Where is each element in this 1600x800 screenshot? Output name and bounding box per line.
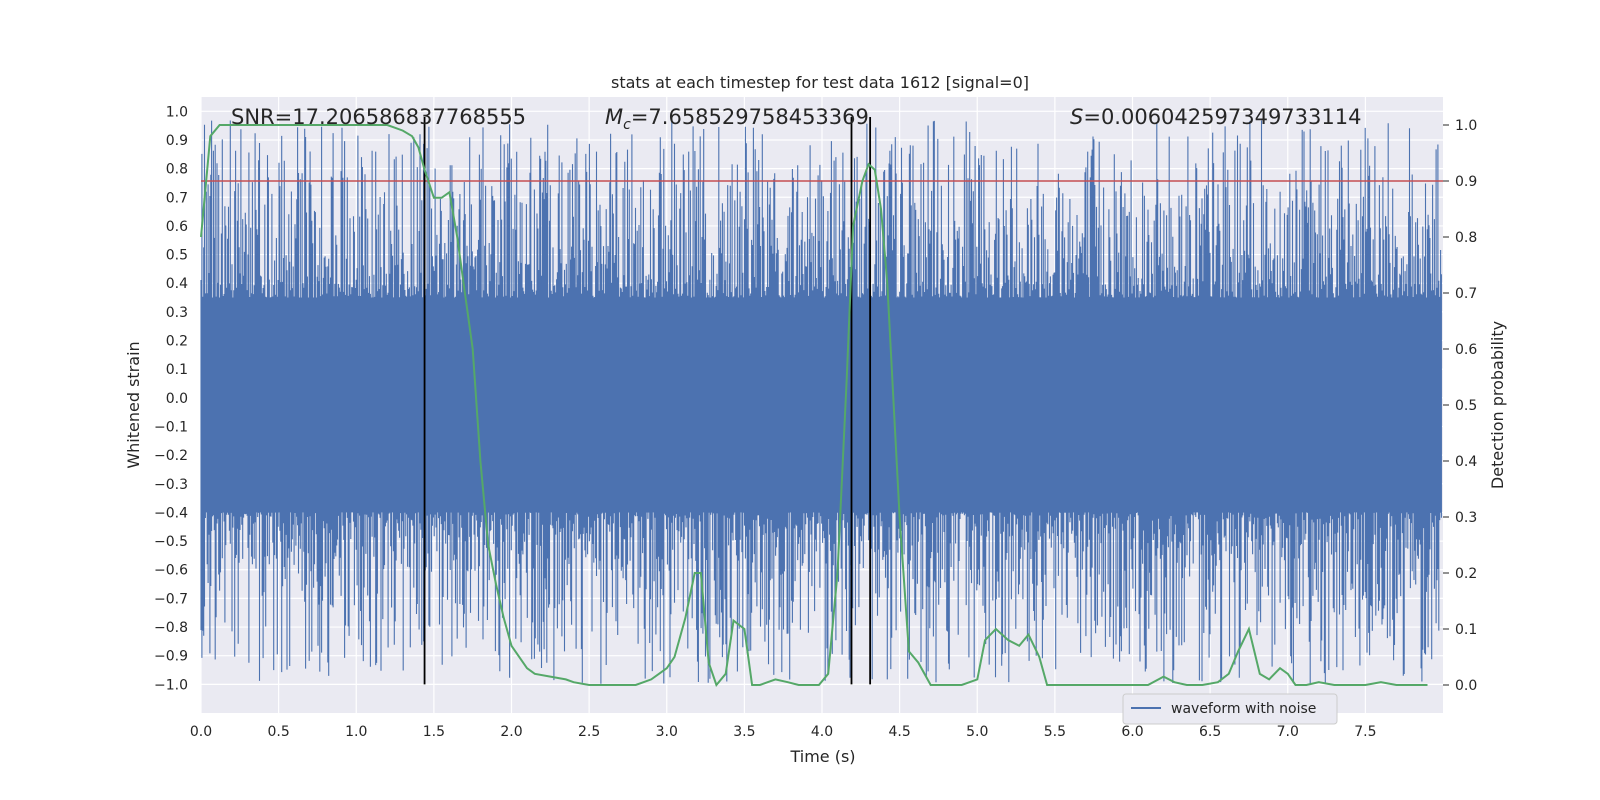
x-tick-label: 3.0 <box>656 724 678 740</box>
x-tick-label: 2.5 <box>578 724 600 740</box>
legend-label: waveform with noise <box>1171 701 1316 717</box>
x-tick-label: 4.5 <box>888 724 910 740</box>
x-tick-label: 4.0 <box>811 724 833 740</box>
chirp-mass-annotation: Mc=7.658529758453369 <box>605 105 869 133</box>
chirp-mass-value: =7.658529758453369 <box>631 105 869 129</box>
s-symbol: S <box>1070 105 1083 129</box>
x-tick-label: 6.0 <box>1121 724 1143 740</box>
x-tick-label: 0.0 <box>190 724 212 740</box>
vertical-markers <box>423 117 872 685</box>
x-tick-label: 5.5 <box>1044 724 1066 740</box>
x-tick-labels: 0.0 0.5 1.0 1.5 2.0 2.5 3.0 3.5 4.0 4.5 5.0 5.5 6.0 6… <box>190 724 1377 740</box>
y-right-axis-label: Detection probability <box>1488 321 1507 489</box>
x-tick-label: 2.0 <box>500 724 522 740</box>
y-tick-label: −0.8 <box>154 620 188 636</box>
y-tick-label: −0.7 <box>154 591 188 607</box>
y-tick-label: −1.0 <box>154 677 188 693</box>
y-tick-label: −0.2 <box>154 448 188 464</box>
y-tick-label: 0.5 <box>166 248 188 264</box>
y-tick-label: 1.0 <box>166 104 188 120</box>
y-tick-label: 0.7 <box>166 190 188 206</box>
x-axis-label: Time (s) <box>789 747 855 766</box>
probability-line <box>200 124 1428 688</box>
y-right-tick-label: 0.1 <box>1455 622 1477 638</box>
y-tick-label: 0.9 <box>166 133 188 149</box>
y-tick-label: −0.3 <box>154 477 188 493</box>
y-right-tick-label: 0.4 <box>1455 454 1477 470</box>
y-right-tick-label: 0.8 <box>1455 230 1477 246</box>
chart-title: stats at each timestep for test data 161… <box>611 73 1029 92</box>
s-annotation: S=0.006042597349733114 <box>1070 105 1361 129</box>
x-tick-label: 0.5 <box>267 724 289 740</box>
y-tick-label: 0.6 <box>166 219 188 235</box>
legend-box <box>1122 693 1338 725</box>
legend: waveform with noise <box>1122 693 1338 725</box>
x-tick-label: 5.0 <box>966 724 988 740</box>
y-right-tick-label: 0.2 <box>1455 566 1477 582</box>
y-right-tick-label: 0.9 <box>1455 174 1477 190</box>
y-right-tick-label: 1.0 <box>1455 118 1477 134</box>
y-tick-label: −0.5 <box>154 534 188 550</box>
s-value: =0.006042597349733114 <box>1083 105 1361 129</box>
y-tick-labels: −1.0 −0.9 −0.8 −0.7 −0.6 −0.5 −0.4 −0.3 −0.2 −0.1… <box>154 104 188 693</box>
y-tick-label: 0.4 <box>166 276 188 292</box>
x-tick-label: 6.5 <box>1199 724 1221 740</box>
y-right-tick-label: 0.0 <box>1455 678 1477 694</box>
y-tick-label: 0.3 <box>166 305 188 321</box>
probability-series <box>200 124 1428 688</box>
x-tick-label: 7.5 <box>1354 724 1376 740</box>
y-tick-label: 0.1 <box>166 362 188 378</box>
y-right-tick-label: 0.7 <box>1455 286 1477 302</box>
y-right-tick-labels: 0.0 0.1 0.2 0.3 0.4 0.5 0.6 0.7 0.8 0.9 1.0 <box>1443 118 1477 694</box>
y-tick-label: 0.2 <box>166 334 188 350</box>
y-tick-label: 0.0 <box>166 391 188 407</box>
x-tick-label: 7.0 <box>1277 724 1299 740</box>
x-tick-label: 3.5 <box>733 724 755 740</box>
y-right-tick-label: 0.5 <box>1455 398 1477 414</box>
y-tick-label: 0.8 <box>166 162 188 178</box>
x-tick-label: 1.5 <box>423 724 445 740</box>
x-tick-label: 1.0 <box>345 724 367 740</box>
chirp-mass-subscript: c <box>623 117 631 133</box>
y-tick-label: −0.4 <box>154 505 188 521</box>
snr-annotation: SNR=17.206586837768555 <box>231 105 526 129</box>
chirp-mass-symbol: M <box>605 105 623 129</box>
y-right-tick-label: 0.6 <box>1455 342 1477 358</box>
y-tick-label: −0.1 <box>154 419 188 435</box>
y-tick-label: −0.9 <box>154 649 188 665</box>
y-right-tick-label: 0.3 <box>1455 510 1477 526</box>
waveform-series <box>200 120 1442 685</box>
y-axis-label: Whitened strain <box>124 341 143 468</box>
y-tick-label: −0.6 <box>154 563 188 579</box>
